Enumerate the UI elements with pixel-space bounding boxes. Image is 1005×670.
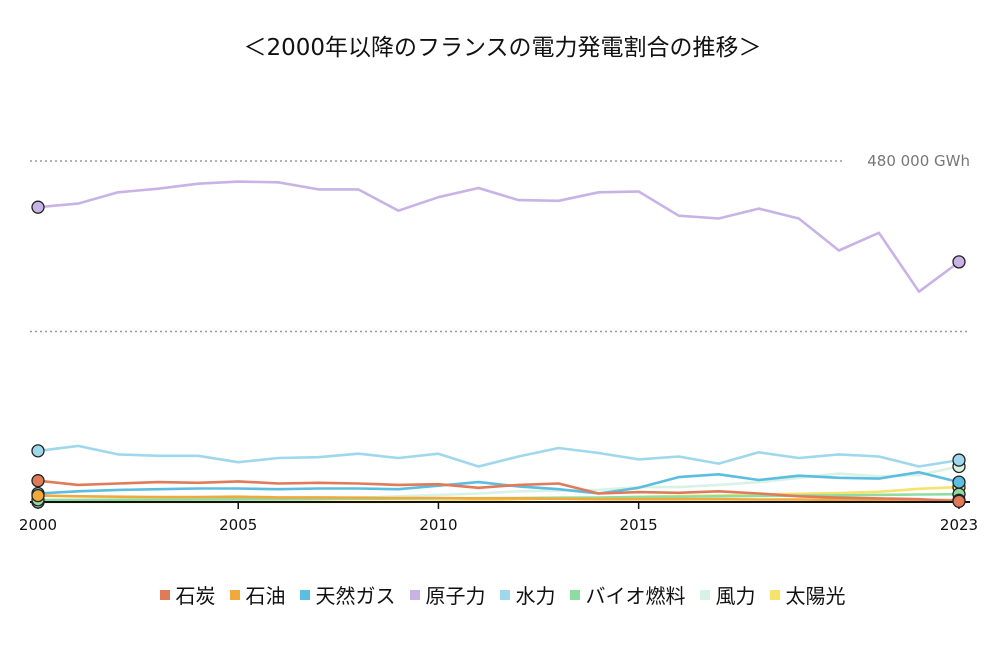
legend: 石炭 石油 天然ガス 原子力 水力 バイオ燃料 風力 太陽光 [0, 580, 1005, 609]
start-point-1 [31, 488, 45, 503]
start-point-3 [31, 200, 45, 214]
end-point-4 [952, 453, 966, 467]
series-line-2 [36, 470, 961, 495]
legend-item: 天然ガス [299, 580, 396, 609]
legend-swatch [499, 589, 510, 600]
legend-item: 太陽光 [769, 580, 846, 609]
end-point-3 [952, 255, 966, 269]
start-point-0 [31, 474, 45, 488]
chart-title: ＜2000年以降のフランスの電力発電割合の推移＞ [243, 35, 762, 61]
legend-label: 石炭 [175, 584, 216, 608]
legend-label: 石油 [245, 584, 286, 608]
legend-swatch [569, 589, 580, 600]
legend-swatch [409, 589, 420, 600]
legend-label: 原子力 [425, 584, 486, 608]
legend-label: 天然ガス [315, 584, 396, 608]
legend-swatch [769, 589, 780, 600]
legend-swatch [229, 589, 240, 600]
series-lines [36, 180, 961, 504]
series-end-markers [31, 200, 966, 509]
gridline-label: 480 000 GWh [867, 152, 970, 170]
legend-swatch [159, 589, 170, 600]
legend-label: 太陽光 [785, 584, 846, 608]
x-tick-label: 2015 [620, 516, 658, 534]
series-line-1 [36, 494, 961, 502]
legend-swatch [299, 589, 310, 600]
legend-label: 風力 [715, 584, 756, 608]
legend-item: 水力 [499, 580, 556, 609]
series-line-0 [36, 479, 961, 503]
legend-item: 風力 [699, 580, 756, 609]
x-tick-label: 2000 [19, 516, 57, 534]
series-line-4 [36, 444, 961, 468]
x-tick-label: 2023 [940, 516, 978, 534]
end-point-0 [952, 494, 966, 508]
x-axis: 2000 2005 2010 2015 2023 [19, 501, 978, 534]
series-line-3 [36, 180, 961, 294]
legend-label: 水力 [515, 584, 556, 608]
legend-item: 原子力 [409, 580, 486, 609]
start-point-4 [31, 444, 45, 458]
grid-layer: 480 000 GWh [30, 152, 970, 333]
legend-item: 石炭 [159, 580, 216, 609]
x-tick-label: 2005 [219, 516, 257, 534]
x-tick-label: 2010 [419, 516, 457, 534]
legend-swatch [699, 589, 710, 600]
legend-item: バイオ燃料 [569, 580, 686, 609]
end-point-2 [952, 475, 966, 489]
legend-item: 石油 [229, 580, 286, 609]
legend-label: バイオ燃料 [585, 584, 686, 608]
